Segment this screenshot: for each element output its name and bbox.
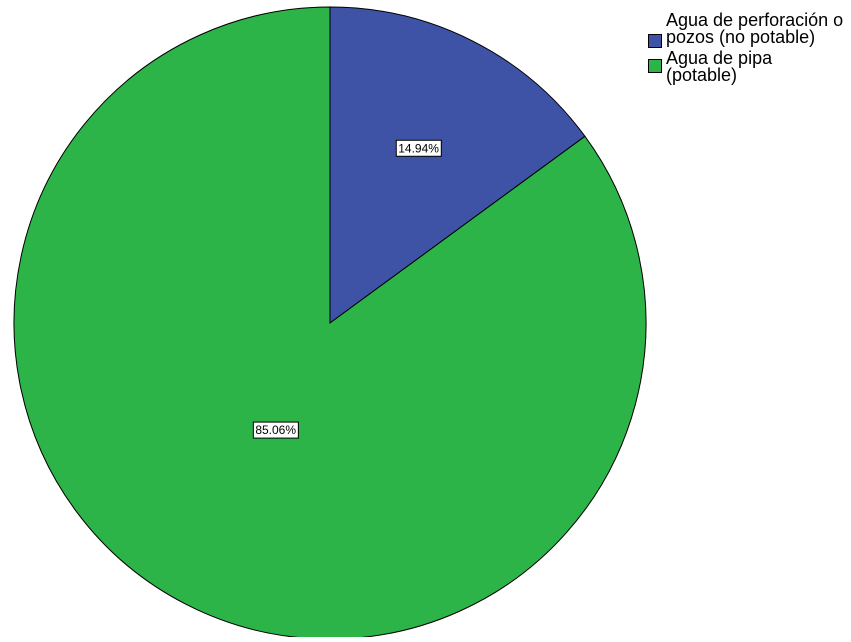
pie-slices	[13, 6, 647, 640]
legend-label-pipa: Agua de pipa (potable)	[666, 48, 773, 85]
data-label-pipa-box	[252, 421, 299, 439]
legend-item-pipa: Agua de pipa (potable)	[648, 48, 848, 85]
pie-data-labels: 14.94% 85.06%	[252, 139, 442, 439]
pie-slice-pipa	[13, 6, 647, 640]
data-label-pozos: 14.94%	[395, 139, 442, 157]
pie-slice-pozos	[329, 6, 586, 324]
legend-label-pozos: Agua de perforación o pozos (no potable)	[666, 10, 844, 47]
legend-swatch-pipa	[648, 59, 662, 73]
data-label-pipa: 85.06%	[252, 421, 299, 439]
legend: Agua de perforación o pozos (no potable)…	[648, 10, 848, 86]
data-label-pipa-text: 85.06%	[255, 423, 296, 437]
data-label-pozos-box	[395, 139, 442, 157]
data-label-pozos-text: 14.94%	[398, 141, 439, 155]
legend-item-pozos: Agua de perforación o pozos (no potable)	[648, 10, 848, 48]
legend-swatch-pozos	[648, 34, 662, 48]
